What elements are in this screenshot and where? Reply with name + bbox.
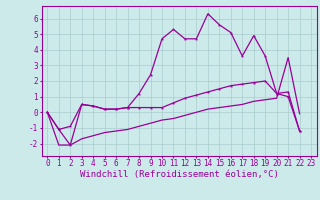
X-axis label: Windchill (Refroidissement éolien,°C): Windchill (Refroidissement éolien,°C) bbox=[80, 170, 279, 179]
